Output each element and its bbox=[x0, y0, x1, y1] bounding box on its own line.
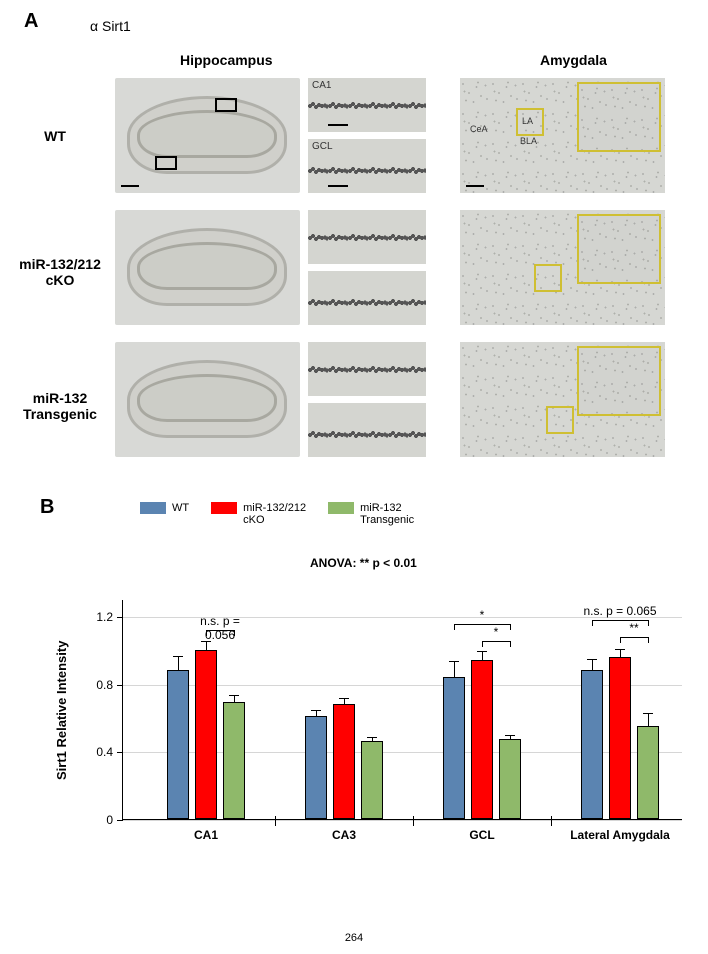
y-axis-label: Sirt1 Relative Intensity bbox=[54, 641, 69, 780]
x-category-label: CA1 bbox=[147, 828, 265, 842]
bar-Lateral-Amygdala-cKO bbox=[609, 657, 631, 819]
y-tick-label: 1.2 bbox=[96, 610, 113, 624]
mag-label-ca1: CA1 bbox=[312, 80, 331, 91]
bar-CA3-Transg bbox=[361, 741, 383, 819]
mag-gcl-tg bbox=[308, 403, 426, 457]
legend-label-cko: miR-132/212 cKO bbox=[243, 502, 306, 526]
legend-swatch-wt bbox=[140, 502, 166, 514]
amyg-image-wt: CeA LA BLA bbox=[460, 78, 665, 193]
mag-gcl-wt: GCL bbox=[308, 139, 426, 193]
row-label-tg: miR-132 Transgenic bbox=[10, 390, 110, 422]
y-tick-label: 0 bbox=[106, 813, 113, 827]
row-label-wt: WT bbox=[20, 128, 90, 144]
y-tick-label: 0.8 bbox=[96, 678, 113, 692]
hippo-image-tg bbox=[115, 342, 300, 457]
chart-plot-area: 00.40.81.2CA1CA3GCLLateral Amygdalan.s. … bbox=[122, 600, 682, 820]
mag-label-gcl: GCL bbox=[312, 141, 333, 152]
x-category-label: Lateral Amygdala bbox=[561, 828, 679, 842]
legend-swatch-tg bbox=[328, 502, 354, 514]
bar-GCL-cKO bbox=[471, 660, 493, 819]
significance-label: ** bbox=[600, 621, 668, 635]
bar-GCL-WT bbox=[443, 677, 465, 819]
mag-gcl-cko bbox=[308, 271, 426, 325]
bar-Lateral-Amygdala-Transg bbox=[637, 726, 659, 819]
legend-item-tg: miR-132 Transgenic bbox=[328, 502, 414, 526]
significance-label: * bbox=[434, 608, 530, 622]
significance-label: * bbox=[462, 625, 530, 639]
significance-label: n.s. p = 0.056 bbox=[186, 614, 254, 642]
legend-swatch-cko bbox=[211, 502, 237, 514]
mag-ca1-cko bbox=[308, 210, 426, 264]
bar-Lateral-Amygdala-WT bbox=[581, 670, 603, 819]
legend-item-wt: WT bbox=[140, 502, 189, 514]
legend-item-cko: miR-132/212 cKO bbox=[211, 502, 306, 526]
legend-label-wt: WT bbox=[172, 502, 189, 514]
x-category-label: GCL bbox=[423, 828, 541, 842]
amyg-image-tg bbox=[460, 342, 665, 457]
page-number: 264 bbox=[0, 932, 708, 944]
y-tick-label: 0.4 bbox=[96, 745, 113, 759]
col-header-hippocampus: Hippocampus bbox=[180, 52, 273, 68]
mag-ca1-tg bbox=[308, 342, 426, 396]
x-category-label: CA3 bbox=[285, 828, 403, 842]
bar-CA1-WT bbox=[167, 670, 189, 819]
amyg-image-cko bbox=[460, 210, 665, 325]
panel-b-label: B bbox=[40, 496, 54, 519]
antibody-label: α Sirt1 bbox=[90, 18, 131, 34]
mag-ca1-wt: CA1 bbox=[308, 78, 426, 132]
hippo-image-cko bbox=[115, 210, 300, 325]
col-header-amygdala: Amygdala bbox=[540, 52, 607, 68]
legend-label-tg: miR-132 Transgenic bbox=[360, 502, 414, 526]
bar-CA3-WT bbox=[305, 716, 327, 819]
bar-CA1-Transg bbox=[223, 702, 245, 819]
hippo-image-wt bbox=[115, 78, 300, 193]
row-label-cko: miR-132/212 cKO bbox=[10, 256, 110, 288]
chart-legend: WT miR-132/212 cKO miR-132 Transgenic bbox=[140, 502, 414, 526]
significance-label: n.s. p = 0.065 bbox=[572, 604, 668, 618]
bar-GCL-Transg bbox=[499, 739, 521, 819]
chart-container: WT miR-132/212 cKO miR-132 Transgenic AN… bbox=[30, 520, 690, 880]
amyg-label-bla: BLA bbox=[520, 136, 537, 146]
amyg-label-cea: CeA bbox=[470, 124, 488, 134]
bar-CA1-cKO bbox=[195, 650, 217, 819]
bar-CA3-cKO bbox=[333, 704, 355, 819]
anova-text: ANOVA: ** p < 0.01 bbox=[310, 556, 417, 570]
panel-a-label: A bbox=[24, 10, 38, 33]
